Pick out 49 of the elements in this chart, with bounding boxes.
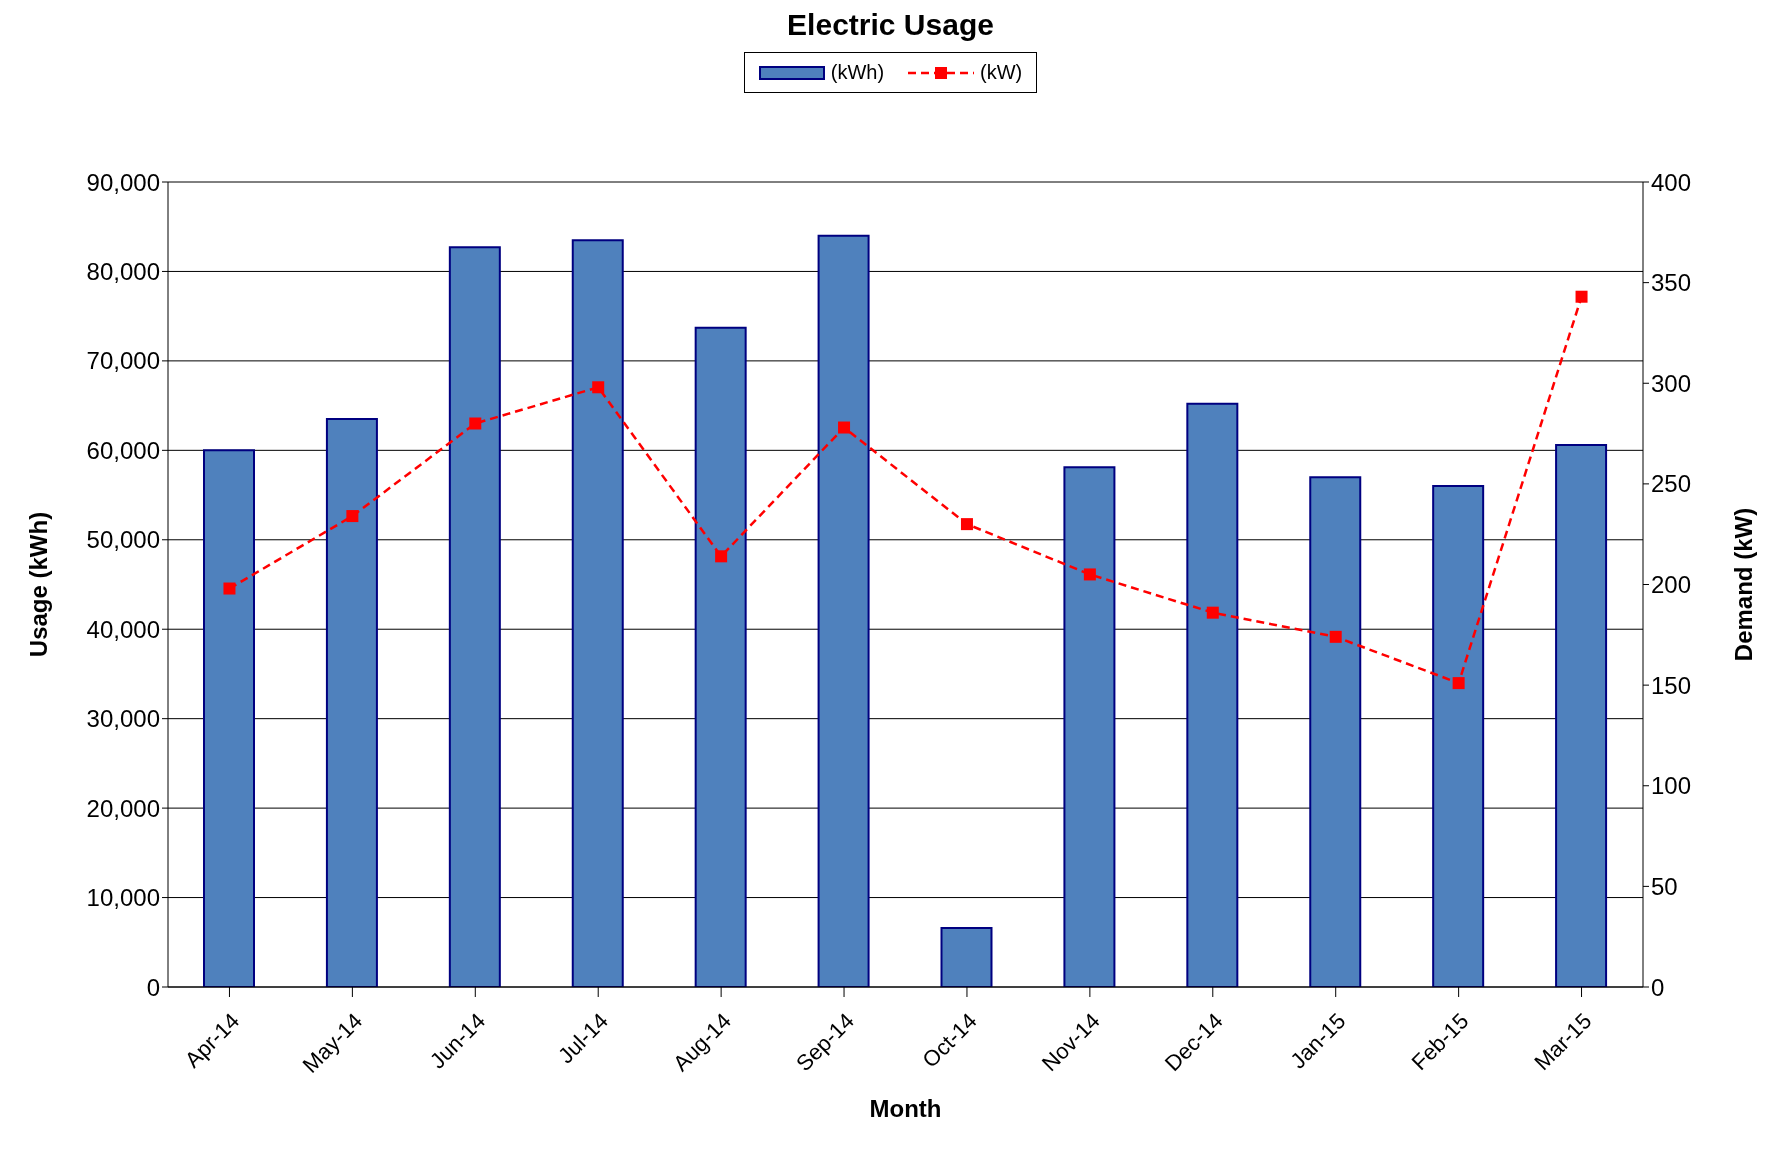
y-tick-label: 60,000 (86, 436, 160, 464)
bar (1063, 466, 1116, 987)
bar (694, 326, 747, 987)
point (1452, 677, 1465, 690)
y-tick-label: 0 (146, 973, 160, 1001)
y2-tick-label: 250 (1651, 470, 1692, 498)
y2-tick-label: 400 (1651, 168, 1692, 196)
point (346, 510, 359, 523)
point (715, 550, 728, 563)
bar (817, 234, 870, 987)
y-tick-label: 10,000 (86, 884, 160, 912)
y2-axis-title: Demand (kW) (1729, 507, 1757, 662)
y-axis-title: Usage (kWh) (24, 511, 52, 658)
point (1329, 630, 1342, 643)
y-tick-label: 20,000 (86, 794, 160, 822)
bar (448, 246, 501, 987)
y2-tick-label: 0 (1651, 973, 1665, 1001)
point (960, 518, 973, 531)
point (469, 417, 482, 430)
point (1083, 568, 1096, 581)
bar (203, 449, 255, 987)
bar (1309, 476, 1362, 987)
y2-tick-label: 50 (1651, 872, 1678, 900)
point (838, 421, 851, 434)
point (592, 381, 605, 394)
y2-tick-label: 100 (1651, 772, 1692, 800)
y-tick-label: 70,000 (86, 347, 160, 375)
y2-tick-label: 150 (1651, 671, 1692, 699)
point (1575, 290, 1588, 303)
bar (325, 418, 378, 987)
bar (940, 926, 993, 987)
y2-tick-label: 350 (1651, 269, 1692, 297)
y-tick-label: 80,000 (86, 257, 160, 285)
x-axis-title: Month (869, 1095, 942, 1122)
y-tick-label: 50,000 (86, 526, 160, 554)
bar (1186, 402, 1239, 987)
point (1206, 606, 1219, 619)
y-tick-label: 30,000 (86, 705, 160, 733)
y2-tick-label: 300 (1651, 369, 1692, 397)
legend-label: (kWh) (830, 61, 885, 84)
bar (571, 239, 624, 987)
y2-tick-label: 200 (1651, 571, 1692, 599)
bar (1432, 485, 1485, 987)
y-tick-label: 90,000 (86, 168, 160, 196)
y-tick-label: 40,000 (86, 615, 160, 643)
bar (1555, 443, 1608, 987)
legend-label: (kW) (980, 61, 1023, 84)
point (223, 582, 236, 595)
chart-title: Electric Usage (786, 8, 995, 42)
